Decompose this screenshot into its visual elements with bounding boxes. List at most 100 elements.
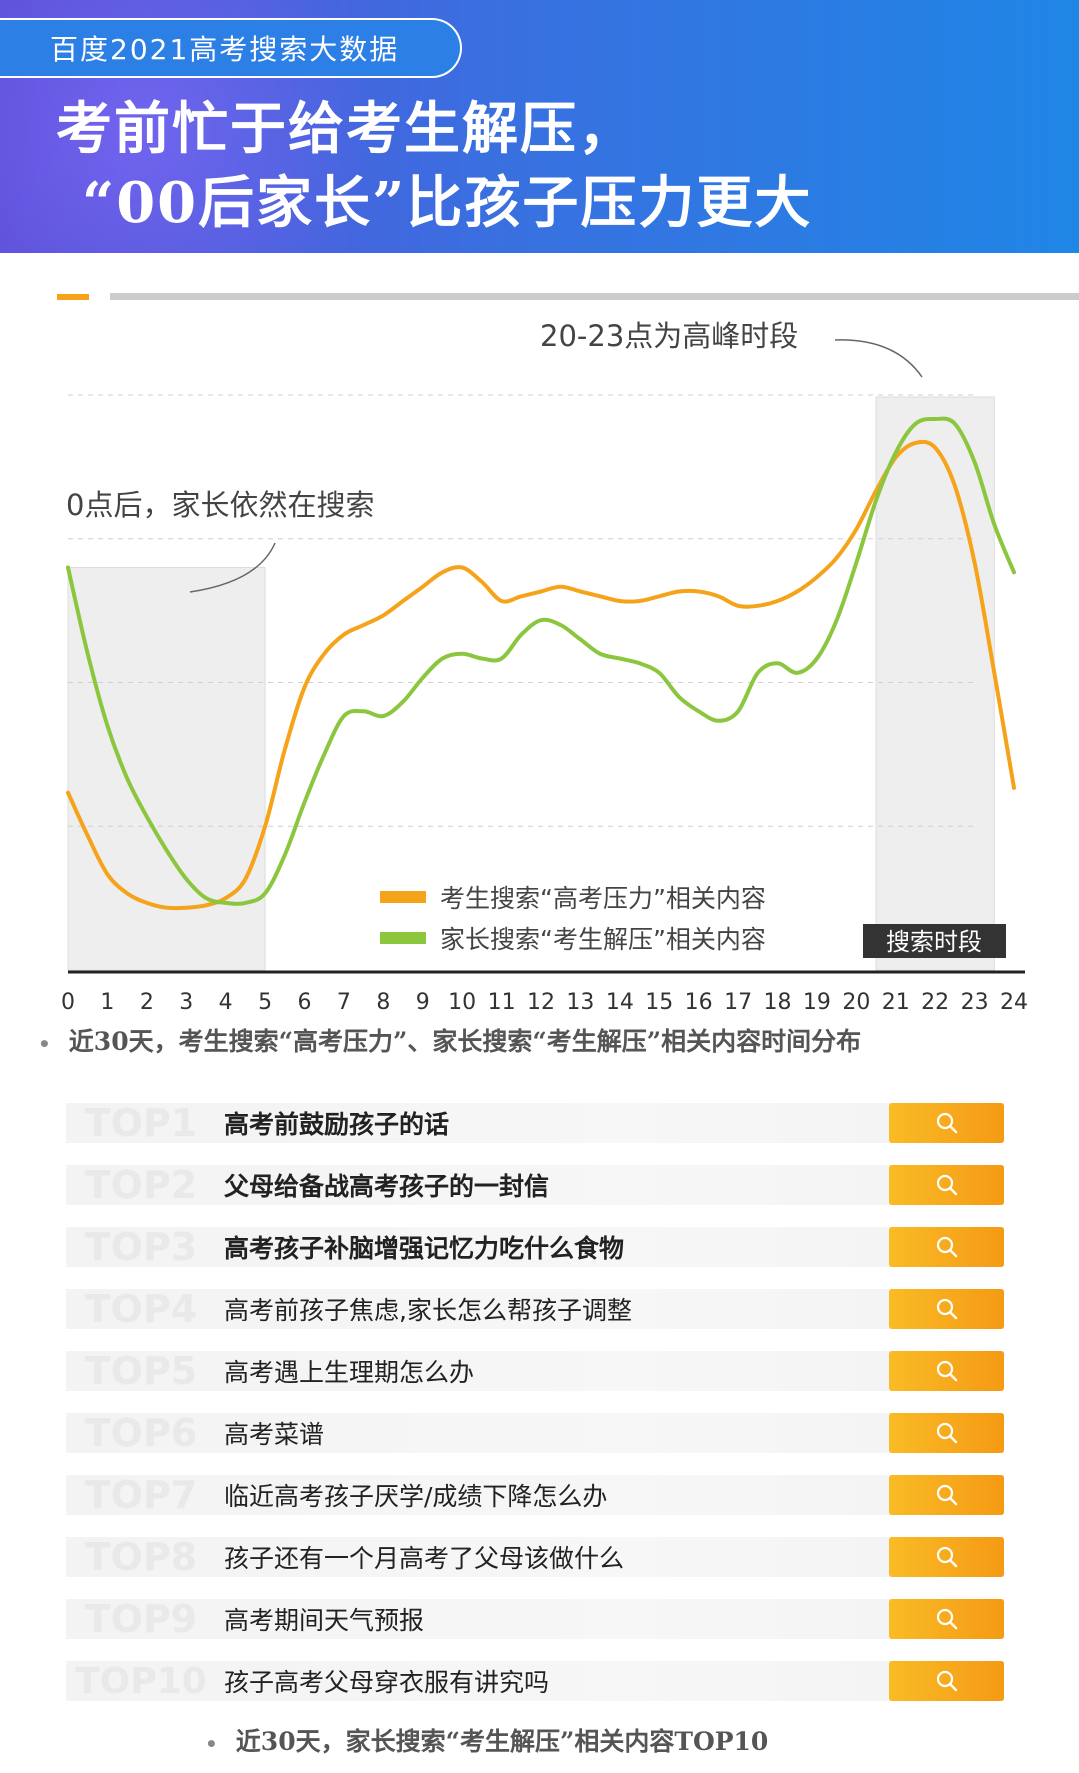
x-tick-label: 21: [882, 990, 910, 1010]
search-button[interactable]: [889, 1475, 1004, 1515]
search-button[interactable]: [889, 1413, 1004, 1453]
list-item: TOP5 高考遇上生理期怎么办: [66, 1349, 1004, 1393]
list-item-query: 高考遇上生理期怎么办: [224, 1358, 475, 1387]
x-tick-label: 6: [298, 990, 312, 1010]
legend-label-parent: 家长搜索“考生解压”相关内容: [440, 925, 766, 954]
header-tag: 百度2021高考搜索大数据: [0, 18, 462, 78]
x-tick-label: 13: [566, 990, 594, 1010]
list-item-rank: TOP1: [84, 1101, 198, 1145]
search-button[interactable]: [889, 1537, 1004, 1577]
list-item-rank: TOP4: [84, 1287, 198, 1331]
headline-line-2: “00后家长”比孩子压力更大: [82, 170, 813, 236]
chart-caption-text: 近30天，考生搜索“高考压力”、家长搜索“考生解压”相关内容时间分布: [68, 1027, 862, 1056]
search-icon: [936, 1422, 957, 1444]
x-tick-label: 8: [376, 990, 390, 1010]
list-item-rank: TOP7: [84, 1473, 198, 1517]
x-tick-label: 22: [921, 990, 949, 1010]
header-banner: 百度2021高考搜索大数据 考前忙于给考生解压， “00后家长”比孩子压力更大: [0, 0, 1079, 253]
list-item-rank: TOP8: [84, 1535, 198, 1579]
list-item-rank: TOP6: [84, 1411, 198, 1455]
x-tick-label: 17: [724, 990, 752, 1010]
list-item-query: 高考前孩子焦虑,家长怎么帮孩子调整: [224, 1296, 632, 1325]
search-button[interactable]: [889, 1351, 1004, 1391]
x-tick-label: 15: [645, 990, 673, 1010]
list-item-query: 高考期间天气预报: [224, 1606, 425, 1635]
legend-swatch-student: [380, 891, 426, 903]
chart-caption: • 近30天，考生搜索“高考压力”、家长搜索“考生解压”相关内容时间分布: [38, 1022, 861, 1058]
list-item: TOP10 孩子高考父母穿衣服有讲究吗: [66, 1660, 1004, 1702]
legend-swatch-parent: [380, 932, 426, 944]
list-caption-text: 近30天，家长搜索“考生解压”相关内容TOP10: [235, 1727, 769, 1756]
annotation-peak-arrow: [834, 339, 923, 378]
list-item-rank: TOP2: [84, 1163, 198, 1207]
list-item: TOP9 高考期间天气预报: [66, 1597, 1004, 1641]
highlight-range: [875, 396, 995, 971]
list-item: TOP1 高考前鼓励孩子的话: [66, 1101, 1004, 1145]
x-tick-label: 12: [527, 990, 555, 1010]
headline-line-1: 考前忙于给考生解压，: [56, 96, 636, 162]
search-icon: [936, 1484, 957, 1506]
list-item-rank: TOP5: [84, 1349, 198, 1393]
search-icon: [936, 1236, 957, 1258]
x-tick-label: 2: [140, 990, 154, 1010]
annotation-late-night-arrow: [189, 542, 276, 593]
x-tick-label: 10: [448, 990, 476, 1010]
list-item-rank: TOP9: [84, 1597, 198, 1641]
search-button[interactable]: [889, 1165, 1004, 1205]
search-button[interactable]: [889, 1289, 1004, 1329]
x-tick-label: 14: [606, 990, 634, 1010]
x-tick-label: 4: [219, 990, 233, 1010]
x-tick-label: 0: [61, 990, 75, 1010]
search-button[interactable]: [889, 1103, 1004, 1143]
annotation-peak: 20-23点为高峰时段: [540, 320, 798, 353]
list-caption: • 近30天，家长搜索“考生解压”相关内容TOP10: [205, 1722, 768, 1758]
search-button[interactable]: [889, 1227, 1004, 1267]
search-icon: [936, 1546, 957, 1568]
list-item-query: 临近高考孩子厌学/成绩下降怎么办: [224, 1482, 608, 1511]
time-distribution-chart: 0 1 2 3 4 5 6 7 8 9 10 11 12 13 14 15 16 17 18 19 20 21 22 23 24…: [61, 320, 1028, 1010]
search-icon: [936, 1670, 957, 1692]
list-item-query: 孩子还有一个月高考了父母该做什么: [224, 1544, 625, 1573]
decor-orange-bar: [57, 294, 89, 300]
decor-gray-bar: [110, 293, 1079, 300]
highlight-label-text: 搜索时段: [886, 928, 982, 956]
list-item: TOP7 临近高考孩子厌学/成绩下降怎么办: [66, 1473, 1004, 1517]
series-line-student: [66, 439, 1016, 911]
search-icon: [936, 1360, 957, 1382]
search-button[interactable]: [889, 1661, 1004, 1701]
x-tick-label: 5: [258, 990, 272, 1010]
search-icon: [936, 1298, 957, 1320]
caption-bullet: •: [38, 1031, 51, 1056]
caption-bullet: •: [205, 1731, 218, 1756]
search-icon: [936, 1112, 957, 1134]
x-tick-label: 18: [764, 990, 792, 1010]
x-tick-label: 1: [100, 990, 114, 1010]
x-tick-label: 20: [842, 990, 870, 1010]
x-tick-label: 7: [337, 990, 351, 1010]
list-item: TOP3 高考孩子补脑增强记忆力吃什么食物: [66, 1225, 1004, 1269]
headline: 考前忙于给考生解压， “00后家长”比孩子压力更大: [56, 92, 812, 240]
legend-label-student: 考生搜索“高考压力”相关内容: [440, 884, 766, 913]
x-tick-label: 9: [416, 990, 430, 1010]
x-tick-label: 16: [685, 990, 713, 1010]
search-icon: [936, 1174, 957, 1196]
x-tick-label: 11: [488, 990, 516, 1010]
highlight-label-badge: [863, 924, 1006, 958]
list-item-query: 孩子高考父母穿衣服有讲究吗: [224, 1668, 550, 1697]
annotation-late-night: 0点后，家长依然在搜索: [66, 488, 374, 522]
list-item: TOP8 孩子还有一个月高考了父母该做什么: [66, 1535, 1004, 1579]
list-item: TOP6 高考菜谱: [66, 1411, 1004, 1455]
x-tick-label: 3: [179, 990, 193, 1010]
list-item-query: 父母给备战高考孩子的一封信: [224, 1172, 550, 1201]
list-item-rank: TOP3: [84, 1225, 198, 1269]
list-item: TOP4 高考前孩子焦虑,家长怎么帮孩子调整: [66, 1287, 1004, 1331]
series-line-parent: [66, 416, 1016, 906]
x-tick-label: 23: [961, 990, 989, 1010]
list-item-query: 高考前鼓励孩子的话: [224, 1110, 450, 1139]
search-button[interactable]: [889, 1599, 1004, 1639]
list-item-query: 高考孩子补脑增强记忆力吃什么食物: [224, 1234, 625, 1263]
search-icon: [936, 1608, 957, 1630]
list-item-rank: TOP10: [75, 1660, 207, 1702]
list-item: TOP2 父母给备战高考孩子的一封信: [66, 1163, 1004, 1207]
list-item-query: 高考菜谱: [224, 1420, 325, 1449]
